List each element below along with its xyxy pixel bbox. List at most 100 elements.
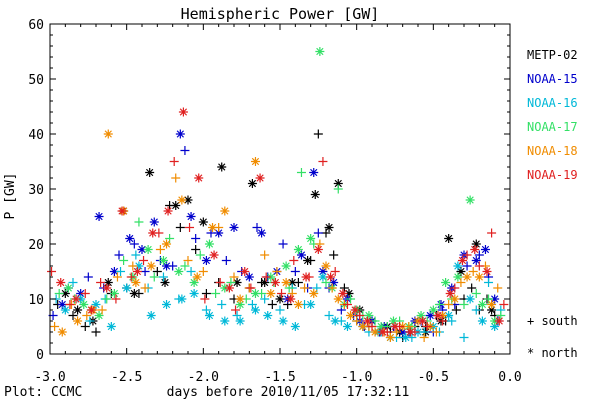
- series-noaa-18-south-point: [300, 283, 310, 293]
- series-noaa-19-south-point: [200, 294, 210, 304]
- series-noaa-17-south-point: [195, 250, 205, 260]
- series-noaa-15-north-point: [471, 256, 481, 265]
- series-metp-02-north-point: [145, 168, 155, 177]
- series-noaa-19-south-point: [330, 267, 340, 276]
- series-noaa-18-south-point: [260, 250, 270, 260]
- series-noaa-18-north-point: [208, 223, 218, 232]
- series-noaa-19-north-point: [457, 256, 467, 265]
- series-noaa-15-north-point: [329, 278, 339, 287]
- series-noaa-18-south-point: [352, 316, 362, 326]
- series-noaa-15-north-point: [76, 289, 86, 298]
- y-tick-label: 30: [28, 183, 44, 198]
- x-axis: -3.0 -2.5 -2.0 -1.5 -1.0 -0.5 0.0: [34, 24, 522, 385]
- series-noaa-19-south-point: [462, 250, 472, 260]
- series-noaa-15-north-point: [244, 272, 254, 282]
- series-noaa-18-south-point: [287, 289, 297, 298]
- series-noaa-19-south-point: [246, 283, 256, 293]
- series-noaa-17-north-point: [465, 195, 475, 205]
- series-noaa-16-south-point: [459, 333, 469, 342]
- series-noaa-17-south-point: [459, 300, 469, 309]
- series-metp-02-north-point: [344, 289, 354, 298]
- series-noaa-17-north-point: [220, 283, 230, 293]
- series-noaa-16-north-point: [477, 316, 487, 326]
- series-noaa-17-north-point: [315, 47, 325, 56]
- series-metp-02-north-point: [471, 239, 481, 249]
- y-tick-label: 50: [28, 73, 44, 88]
- series-noaa-18-south-point: [493, 283, 503, 293]
- series-metp-02-north-point: [310, 190, 320, 199]
- series-noaa-19-south-point: [96, 278, 106, 287]
- series-noaa-15-north-point: [257, 228, 267, 238]
- series-noaa-18-north-point: [309, 289, 319, 298]
- series-noaa-16-south-point: [131, 250, 141, 260]
- series-metp-02-south-point: [467, 283, 477, 293]
- series-noaa-17-north-point: [189, 278, 199, 287]
- series-noaa-17-north-point: [306, 234, 316, 243]
- series-noaa-16-north-point: [465, 294, 475, 304]
- series-noaa-17-south-point: [102, 294, 112, 304]
- series-noaa-15-north-point: [125, 234, 135, 243]
- series-noaa-19-north-point: [86, 305, 96, 315]
- series-noaa-19-north-point: [240, 267, 250, 276]
- series-noaa-19-south-point: [422, 322, 432, 331]
- series-noaa-19-north-point: [117, 206, 127, 216]
- series-noaa-16-north-point: [106, 322, 116, 331]
- series-noaa-18-north-point: [103, 129, 113, 139]
- series-noaa-19-north-point: [209, 250, 219, 260]
- series-noaa-19-south-point: [355, 311, 365, 320]
- series-noaa-18-south-point: [468, 267, 478, 276]
- series-noaa-16-north-point: [318, 272, 328, 282]
- series-noaa-16-north-point: [220, 316, 230, 326]
- y-tick-label: 40: [28, 128, 44, 143]
- series-noaa-16-north-point: [263, 311, 273, 320]
- series-noaa-16-north-point: [76, 294, 86, 304]
- series-noaa-18-north-point: [220, 206, 230, 216]
- series-noaa-15-north-point: [296, 250, 306, 260]
- series-noaa-18-north-point: [450, 294, 460, 304]
- series-metp-02-south-point: [175, 223, 185, 232]
- series-noaa-15-south-point: [252, 223, 262, 232]
- series-noaa-18-south-point: [50, 322, 60, 331]
- series-noaa-19-north-point: [390, 322, 400, 331]
- series-noaa-18-north-point: [281, 278, 291, 287]
- series-noaa-18-south-point: [392, 327, 402, 337]
- series-noaa-16-north-point: [162, 300, 172, 309]
- series-noaa-19-north-point: [286, 294, 296, 304]
- series-noaa-17-north-point: [388, 316, 398, 326]
- series-noaa-19-north-point: [362, 316, 372, 326]
- series-noaa-19-north-point: [405, 327, 415, 337]
- series-noaa-17-north-point: [376, 322, 386, 331]
- legend-entry: NOAA-19: [527, 168, 578, 182]
- series-noaa-17-south-point: [321, 278, 331, 287]
- series-noaa-19-north-point: [313, 245, 323, 254]
- series-noaa-19-south-point: [318, 157, 328, 166]
- series-noaa-19-north-point: [494, 316, 504, 326]
- series-noaa-19-north-point: [194, 173, 204, 183]
- series-noaa-15-north-point: [137, 245, 147, 254]
- y-tick-label: 10: [28, 293, 44, 308]
- series-noaa-15-north-point: [480, 245, 490, 254]
- series-noaa-19-north-point: [418, 316, 428, 326]
- series-noaa-18-south-point: [315, 239, 325, 249]
- series-noaa-16-south-point: [260, 294, 270, 304]
- series-metp-02-north-point: [260, 278, 270, 287]
- series-noaa-16-south-point: [217, 300, 227, 309]
- series-noaa-19-north-point: [224, 283, 234, 293]
- series-noaa-19-north-point: [350, 305, 360, 315]
- plot-credit: Plot: CCMC: [4, 385, 82, 400]
- x-axis-label: days before 2010/11/05 17:32:11: [167, 385, 410, 400]
- series-noaa-19-south-point: [499, 300, 509, 309]
- series-noaa-16-north-point: [330, 316, 340, 326]
- series-noaa-18-north-point: [57, 327, 67, 337]
- series-noaa-17-north-point: [94, 311, 104, 320]
- series-noaa-19-south-point: [342, 300, 352, 309]
- series-noaa-18-north-point: [438, 311, 448, 320]
- hemisphere-key-asterisk: * north: [527, 346, 578, 360]
- series-noaa-16-south-point: [275, 305, 285, 315]
- series-noaa-18-north-point: [73, 316, 83, 326]
- series-metp-02-south-point: [191, 245, 201, 254]
- series-metp-02-north-point: [171, 201, 181, 210]
- series-noaa-15-north-point: [109, 267, 119, 276]
- series-noaa-19-south-point: [474, 261, 484, 271]
- series-noaa-15-south-point: [114, 250, 124, 260]
